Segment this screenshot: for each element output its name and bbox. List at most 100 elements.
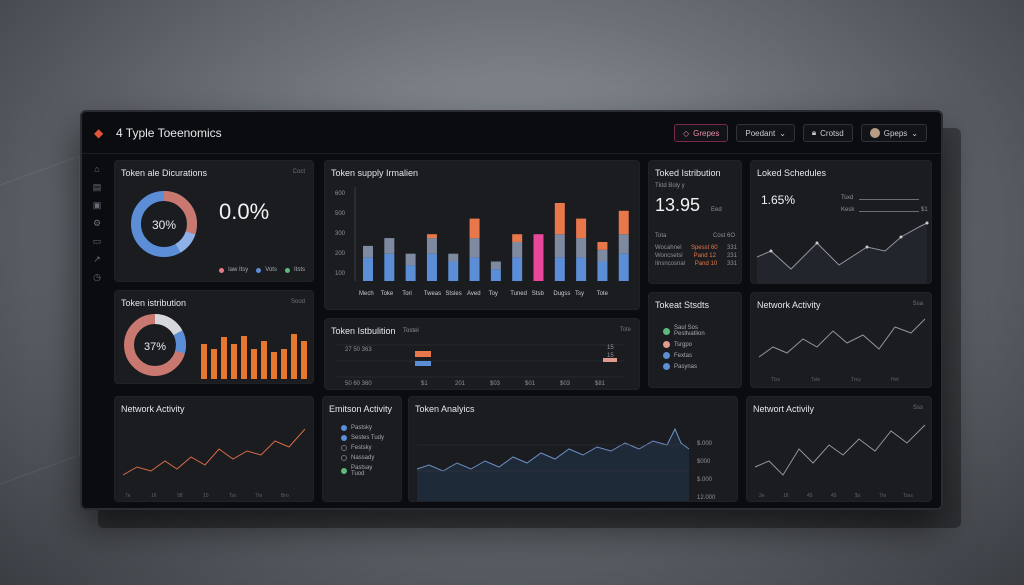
svg-text:$03: $03 (560, 381, 571, 387)
card-tag[interactable]: Sood (290, 299, 305, 305)
folder-icon[interactable]: ▣ (92, 199, 102, 210)
x-tick-label: Toy (489, 291, 498, 297)
bar (261, 341, 267, 379)
bar (241, 336, 247, 379)
bar-segment (533, 234, 544, 281)
user-menu[interactable]: Gpeps ⌄ (860, 124, 927, 142)
bar-segment (469, 257, 480, 281)
table-header: Tota (655, 233, 667, 239)
y-tick-label: 300 (335, 231, 346, 237)
analytics-line-chart: $.000 $000 $.000 12.000 (416, 427, 716, 501)
list-dot (341, 468, 347, 474)
poedant-dropdown[interactable]: Poedant ⌄ (736, 124, 795, 142)
bar (281, 349, 287, 379)
svg-text:$81: $81 (595, 381, 606, 387)
donut-chart: 30% (131, 191, 197, 257)
list-item: Nassady (341, 455, 385, 461)
list-dot (341, 425, 347, 431)
x-tick-label: Stsb (532, 291, 545, 297)
bar-segment (512, 242, 523, 258)
bar (211, 349, 217, 379)
row-highlight: Spesst 60 (690, 245, 718, 251)
svg-text:Hot: Hot (891, 377, 899, 383)
svg-text:$.000: $.000 (697, 477, 713, 483)
card-network-activity-1: Network Activity Ssa Tlxs Tste Trey Hot (750, 292, 932, 388)
schedule-area-chart (756, 221, 929, 283)
card-token-istbulition: Token Istbulition Tostel Tote 27 50 363 … (324, 318, 640, 390)
svg-text:2e: 2e (759, 493, 765, 499)
crotsd-button[interactable]: 🔒︎ Crotsd (802, 124, 853, 142)
bar-segment (618, 234, 629, 254)
dashboard-window: ◆ 4 Typle Toeenomics ◇ Grepes Poedant ⌄ 🔒︎… (80, 110, 943, 510)
bar-segment (554, 234, 565, 258)
card-title: Token Analyics (415, 404, 475, 414)
item-label: Pastsky (351, 425, 373, 431)
item-label: Pastsay Tuod (351, 465, 373, 477)
bar-segment (469, 238, 480, 258)
bar-segment (597, 242, 608, 250)
button-label: Poedant (745, 128, 776, 138)
card-subtitle: Tostel (403, 328, 419, 334)
bar (221, 337, 227, 379)
card-tag[interactable]: Sss (912, 405, 923, 411)
bar-segment (597, 261, 608, 281)
card-title: Network Activity (757, 300, 821, 310)
chart-icon[interactable]: ▤ (92, 181, 102, 192)
legend-dot (284, 267, 290, 273)
avatar (869, 128, 880, 138)
x-tick-label: Toke (381, 291, 394, 297)
bar-chart (201, 334, 307, 379)
card-token-supply: Token supply Irmalien 600 500 300 200 100 Mec… (324, 160, 640, 310)
bar (231, 344, 237, 379)
bar-segment (618, 210, 629, 235)
trend-icon[interactable]: ↗ (93, 253, 101, 264)
settings-icon[interactable]: ⚙ (92, 217, 102, 228)
row-highlight: Pand 10 (694, 261, 718, 267)
item-label: Sestes Tudy (351, 435, 385, 441)
svg-text:Bro: Bro (281, 493, 289, 499)
legend-line (859, 199, 919, 200)
card-tag[interactable]: Coct (292, 169, 305, 175)
list-item: Pastsky (341, 425, 385, 431)
supply-chart: 600 500 300 200 100 Mech Toke Tori Tweas Stsles Av… (335, 187, 629, 297)
y-tick-label: 200 (335, 251, 346, 257)
bar (291, 334, 297, 379)
wallet-icon[interactable]: ▭ (92, 235, 102, 246)
card-tag[interactable]: Tote (619, 327, 631, 333)
svg-text:$03: $03 (490, 381, 501, 387)
list-dot (341, 435, 347, 441)
home-icon[interactable]: ⌂ (94, 164, 100, 174)
emission-list: Pastsky Sestes Tudy Festsky Nassady Past… (341, 425, 385, 477)
legend-label: Vots (265, 267, 277, 273)
card-title: Networt Activily (753, 404, 815, 414)
bar-segment (384, 238, 395, 254)
bar-segment (512, 234, 523, 242)
card-title: Token Istbulition (331, 326, 396, 336)
bar-segment (426, 234, 437, 239)
y-tick-label: 600 (335, 191, 346, 197)
legend-item: law Itsy (219, 267, 248, 273)
sidebar: ⌂ ▤ ▣ ⚙ ▭ ↗ ◷ (82, 160, 112, 286)
legend-item: Itsts (284, 267, 305, 273)
svg-text:$.000: $.000 (697, 441, 713, 447)
network-line-chart: Tlxs Tste Trey Hot (758, 318, 926, 383)
bar-segment (363, 257, 373, 281)
svg-text:7e: 7e (125, 493, 131, 499)
bar (301, 341, 307, 379)
table-header: Cost 6O (712, 233, 735, 239)
top-actions: ◇ Grepes Poedant ⌄ 🔒︎ Crotsd Gpeps ⌄ (673, 124, 927, 142)
chevron-down-icon: ⌄ (779, 128, 786, 138)
schedule-value: 1.65% (761, 193, 796, 207)
clock-icon[interactable]: ◷ (93, 271, 101, 282)
card-token-analytics: Token Analyics $.000 $000 $.000 12.000 (408, 396, 738, 502)
card-title: Emitson Activity (329, 404, 393, 414)
card-title: Token ale Dicurations (121, 168, 208, 178)
item-label: Saul Sos Pesltvatlion (674, 325, 705, 337)
bar (201, 344, 207, 379)
grepes-button[interactable]: ◇ Grepes (673, 124, 729, 142)
list-item: Festsky (341, 445, 385, 451)
card-tag[interactable]: Ssa (912, 301, 923, 307)
svg-text:Tlxs: Tlxs (771, 377, 781, 383)
svg-text:45: 45 (807, 493, 813, 499)
svg-text:98: 98 (177, 493, 183, 499)
